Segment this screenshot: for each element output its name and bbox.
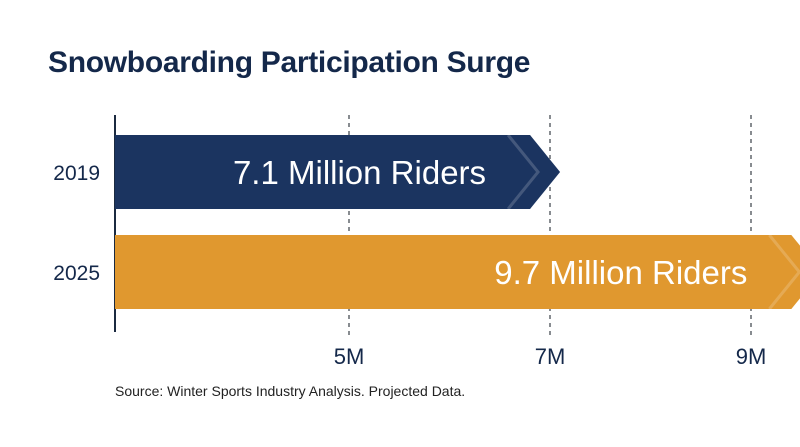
- bar: [115, 135, 561, 209]
- x-tick-label: 7M: [535, 344, 566, 369]
- chart-title: Snowboarding Participation Surge: [48, 46, 531, 79]
- bar-chevron: [506, 134, 540, 210]
- x-tick-label: 9M: [736, 344, 767, 369]
- x-tick-labels: 5M 7M 9M: [334, 344, 767, 369]
- bar-data-label: 9.7 Million Riders: [494, 254, 747, 291]
- source-note: Source: Winter Sports Industry Analysis.…: [115, 383, 466, 399]
- category-label: 2025: [53, 262, 100, 285]
- bar-data-label: 7.1 Million Riders: [233, 154, 486, 191]
- x-tick-label: 5M: [334, 344, 365, 369]
- bar-chevron: [768, 234, 800, 310]
- bars: 7.1 Million Riders 9.7 Million Riders: [115, 134, 800, 310]
- category-labels: 2019 2025: [53, 162, 100, 285]
- category-label: 2019: [53, 162, 100, 185]
- bar: [115, 235, 800, 309]
